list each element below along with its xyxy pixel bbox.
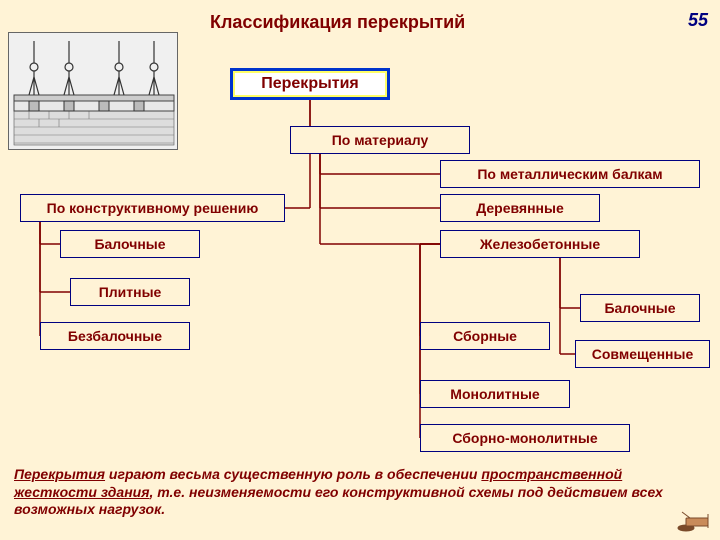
node-prefab: Сборные — [420, 322, 550, 350]
node-metal: По металлическим балкам — [440, 160, 700, 188]
corner-decor-icon — [676, 510, 714, 534]
node-prefmono: Сборно-монолитные — [420, 424, 630, 452]
node-slab: Плитные — [70, 278, 190, 306]
node-constr: По конструктивному решению — [20, 194, 285, 222]
page-title: Классификация перекрытий — [210, 12, 465, 33]
node-monolith: Монолитные — [420, 380, 570, 408]
footer-text: Перекрытия играют весьма существенную ро… — [0, 466, 700, 519]
page-number: 55 — [688, 10, 708, 31]
node-beam: Балочные — [60, 230, 200, 258]
node-rc: Железобетонные — [440, 230, 640, 258]
canvas: Классификация перекрытий 55 — [0, 0, 720, 540]
illustration — [8, 32, 178, 150]
node-beamless: Безбалочные — [40, 322, 190, 350]
node-combined: Совмещенные — [575, 340, 710, 368]
node-root: Перекрытия — [230, 68, 390, 100]
node-beam2: Балочные — [580, 294, 700, 322]
node-material: По материалу — [290, 126, 470, 154]
node-wood: Деревянные — [440, 194, 600, 222]
